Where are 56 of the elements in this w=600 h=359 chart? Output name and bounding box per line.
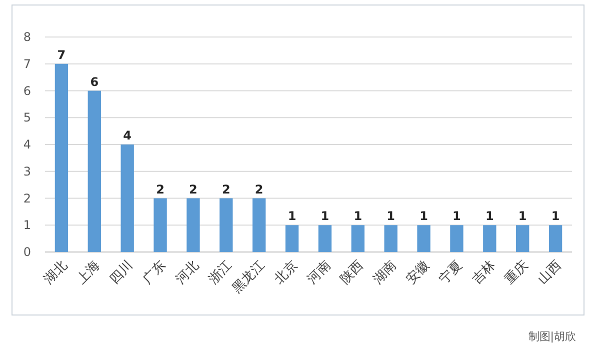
y-tick-label: 4 — [23, 138, 31, 152]
x-tick-label: 山西 — [535, 258, 564, 288]
bar — [154, 198, 167, 252]
x-tick-label: 重庆 — [502, 258, 532, 288]
data-label: 6 — [90, 74, 99, 89]
y-tick-label: 1 — [23, 218, 31, 232]
bar — [220, 198, 233, 252]
bar — [252, 198, 266, 252]
data-label: 1 — [320, 209, 330, 224]
bar — [351, 225, 364, 252]
x-tick-label: 河北 — [173, 258, 202, 288]
y-tick-label: 3 — [23, 164, 31, 178]
x-tick-label: 北京 — [272, 258, 301, 288]
bar — [483, 225, 496, 252]
x-tick-label: 湖北 — [41, 258, 70, 288]
x-tick-label: 安徽 — [402, 258, 433, 288]
bar — [120, 144, 134, 252]
bar — [516, 225, 530, 252]
bar — [384, 225, 398, 252]
bar — [186, 198, 200, 252]
y-tick-label: 2 — [23, 191, 31, 206]
x-tick-label: 陕西 — [338, 258, 367, 288]
bar — [285, 225, 299, 252]
x-tick-label: 广东 — [140, 258, 170, 288]
data-label: 7 — [57, 48, 66, 62]
y-tick-label: 0 — [23, 245, 31, 259]
x-tick-label: 河南 — [304, 258, 334, 288]
y-tick-label: 6 — [23, 84, 31, 98]
bar — [450, 225, 464, 252]
data-label: 4 — [123, 128, 132, 142]
x-tick-label: 湖南 — [370, 258, 400, 288]
bar — [417, 225, 430, 252]
x-tick-label: 宁夏 — [436, 258, 466, 288]
data-label: 1 — [452, 209, 461, 224]
text: 制图|胡欣 — [528, 330, 576, 343]
x-tick-label: 吉林 — [469, 258, 498, 288]
data-label: 2 — [156, 182, 164, 196]
y-tick-label: 7 — [23, 56, 31, 71]
bar — [54, 64, 68, 252]
bar — [88, 90, 101, 252]
data-label: 1 — [551, 209, 560, 224]
data-label: 1 — [288, 209, 296, 224]
bar — [548, 225, 562, 252]
data-label: 1 — [518, 209, 527, 224]
bar — [318, 225, 332, 252]
data-label: 1 — [420, 209, 428, 224]
data-label: 2 — [189, 182, 198, 196]
y-tick-label: 5 — [23, 110, 31, 125]
x-tick-label: 四川 — [107, 258, 136, 288]
data-label: 2 — [222, 182, 230, 196]
data-label: 1 — [354, 209, 362, 224]
y-tick-label: 8 — [23, 30, 31, 44]
data-label: 2 — [254, 182, 264, 196]
x-tick-label: 上海 — [74, 258, 104, 288]
data-label: 1 — [485, 209, 494, 224]
data-label: 1 — [386, 209, 396, 224]
